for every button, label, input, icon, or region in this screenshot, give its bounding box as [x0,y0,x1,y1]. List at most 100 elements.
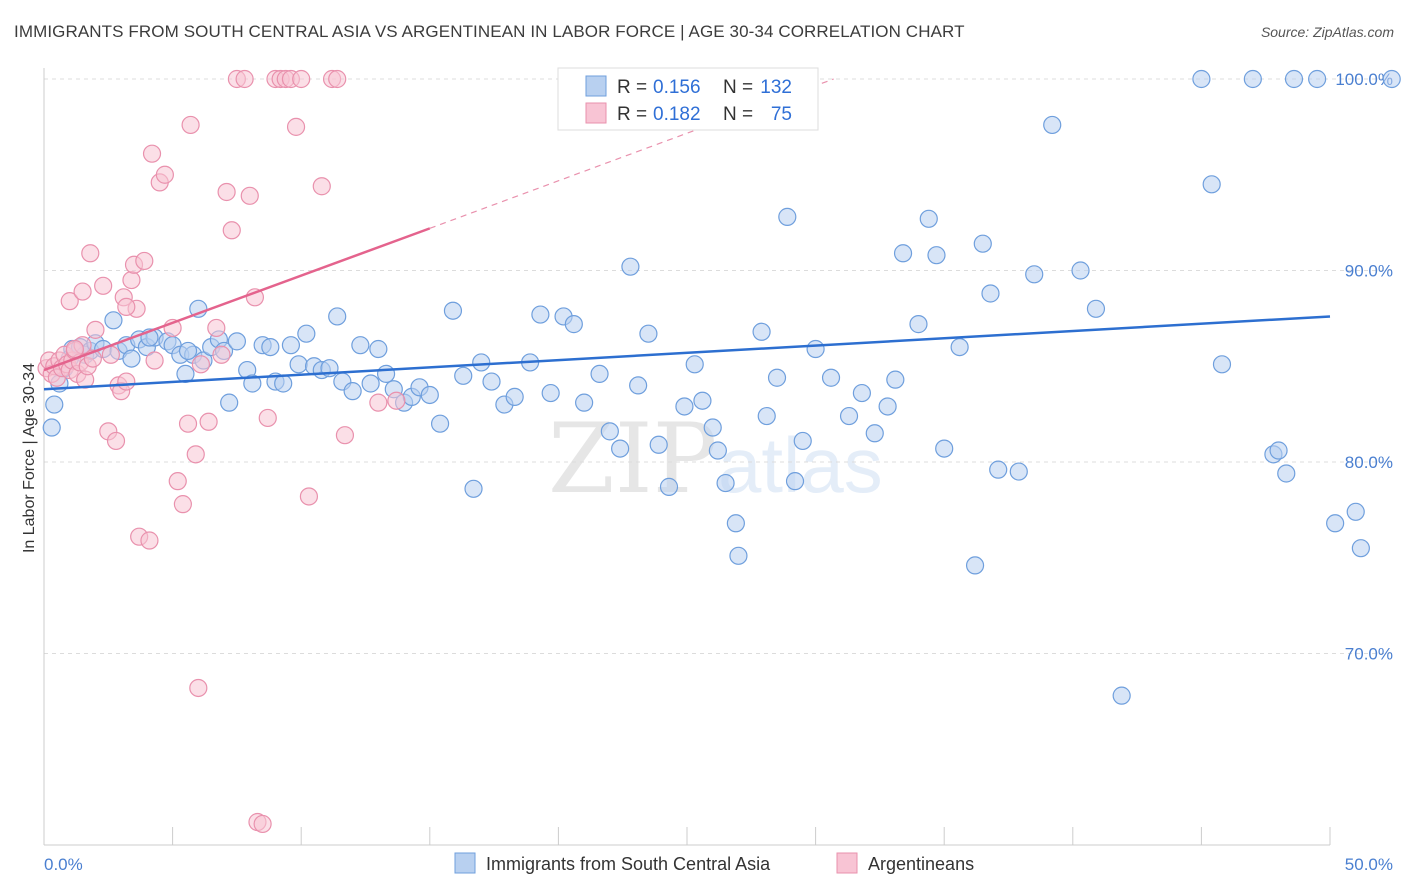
blue-data-point [703,418,722,437]
legend-swatch-blue [585,75,607,97]
blue-data-point [274,374,293,393]
blue-data-point [1071,261,1090,280]
blue-data-point [659,477,679,496]
blue-data-point [1086,299,1106,318]
pink-data-point [222,221,241,240]
blue-data-point [45,395,64,414]
blue-data-point [531,305,550,324]
blue-data-point [178,341,198,361]
pink-data-point [117,372,136,391]
pink-data-point [81,244,100,263]
blue-data-point [611,439,630,458]
source-credit: Source: ZipAtlas.com [1260,24,1394,40]
pink-data-point [199,412,218,431]
blue-data-point [361,374,380,393]
blue-data-point [1277,464,1296,483]
pink-data-point [73,282,92,301]
blue-data-point [716,473,735,493]
blue-data-point [454,366,473,385]
blue-data-point [420,385,439,405]
trend-line-blue [43,315,1331,391]
y-axis-label: In Labor Force | Age 30-34 [21,363,38,553]
blue-data-point [243,374,262,393]
blue-data-point [752,322,771,341]
blue-data-point [757,406,776,426]
blue-data-point [767,368,787,387]
blue-data-point [639,324,658,343]
watermark: ZIP atlas [548,403,883,515]
blue-data-point [1212,355,1232,374]
blue-data-point [886,370,905,389]
blue-data-point [369,339,388,359]
blue-data-point [693,391,712,410]
blue-data-point [443,301,463,320]
blue-data-point [919,209,938,228]
pink-data-point [106,431,126,451]
blue-data-point [965,556,985,575]
blue-data-point [600,422,619,441]
blue-data-point [351,336,370,355]
pink-data-point [212,345,231,364]
blue-data-point [575,393,594,412]
x-tick-marks [43,827,1331,845]
blue-data-point [1284,69,1304,89]
pink-data-point [217,182,236,202]
blue-data-point [726,514,745,533]
legend-n-label-pink: N = [723,104,753,125]
series-legend-swatch-blue [454,852,476,874]
blue-data-point [328,307,347,326]
blue-data-point [806,339,825,359]
blue-data-point [685,355,704,374]
chart-title: IMMIGRANTS FROM SOUTH CENTRAL ASIA VS AR… [14,22,965,41]
blue-data-point [989,460,1008,479]
blue-data-point [42,418,61,437]
pink-data-point [312,177,331,196]
series-pink-points [37,69,406,834]
trend-line-pink [43,227,431,372]
legend-r-value-pink: 0.182 [653,104,701,125]
blue-data-point [785,472,805,491]
legend-swatch-pink [585,102,607,124]
blue-data-point [852,383,871,403]
series-legend-label-pink: Argentineans [868,854,974,874]
blue-data-point [227,332,246,351]
blue-data-point [343,382,362,401]
blue-data-point [1192,69,1211,89]
pink-data-point [258,408,277,428]
blue-data-point [1346,502,1365,521]
pink-data-point [299,487,319,506]
pink-data-point [135,251,154,271]
blue-data-point [122,349,141,368]
trend-line-pink-extension [429,78,834,229]
legend-r-label-blue: R = [617,77,647,98]
pink-data-point [142,144,162,163]
blue-data-point [927,246,946,265]
pink-data-point [186,445,205,464]
pink-data-point [286,117,306,136]
pink-data-point [145,351,164,370]
y-tick-label-100: 100.0% [1335,70,1393,89]
blue-data-point [104,311,123,330]
blue-data-point [1308,69,1327,89]
pink-data-point [94,276,113,295]
blue-data-point [220,393,239,412]
blue-data-point [1009,462,1028,481]
blue-data-point [464,479,483,498]
legend-r-label-pink: R = [617,104,647,125]
blue-data-point [1243,69,1262,89]
blue-data-point [865,424,884,443]
pink-data-point [189,678,208,698]
pink-data-point [86,320,105,339]
blue-data-point [950,338,969,357]
legend-n-label-blue: N = [723,77,753,98]
blue-data-point [649,435,668,454]
blue-data-point [590,364,609,384]
y-tick-labels: 70.0% 80.0% 90.0% 100.0% [1335,70,1393,664]
blue-data-point [708,441,727,460]
pink-data-point [328,69,347,89]
series-legend: Immigrants from South Central Asia Argen… [454,852,974,874]
pink-data-point [292,69,311,89]
trend-lines [43,78,1331,391]
pink-data-point [60,292,79,311]
pink-data-point [235,69,254,89]
